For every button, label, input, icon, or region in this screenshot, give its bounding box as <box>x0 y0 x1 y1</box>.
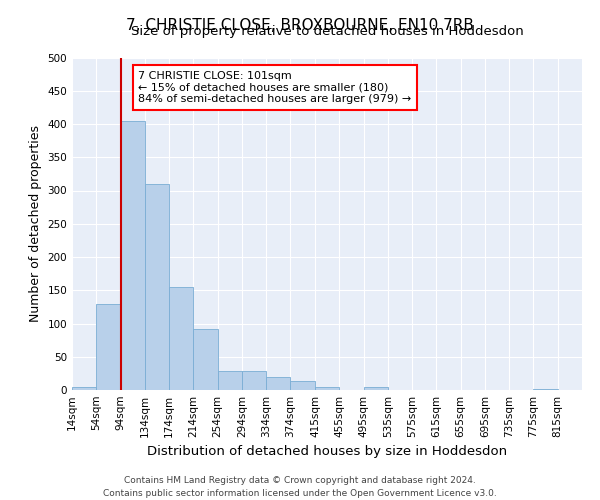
Bar <box>364 386 388 390</box>
Bar <box>290 382 314 390</box>
Bar <box>218 372 242 390</box>
Bar <box>266 376 290 390</box>
Bar <box>242 372 266 390</box>
Text: 7, CHRISTIE CLOSE, BROXBOURNE, EN10 7RB: 7, CHRISTIE CLOSE, BROXBOURNE, EN10 7RB <box>126 18 474 32</box>
Bar <box>121 120 145 390</box>
Bar <box>533 388 558 390</box>
Bar <box>315 386 340 390</box>
Text: Contains HM Land Registry data © Crown copyright and database right 2024.
Contai: Contains HM Land Registry data © Crown c… <box>103 476 497 498</box>
X-axis label: Distribution of detached houses by size in Hoddesdon: Distribution of detached houses by size … <box>147 446 507 458</box>
Bar <box>72 386 96 390</box>
Bar <box>145 184 169 390</box>
Y-axis label: Number of detached properties: Number of detached properties <box>29 125 42 322</box>
Bar <box>169 287 193 390</box>
Text: 7 CHRISTIE CLOSE: 101sqm
← 15% of detached houses are smaller (180)
84% of semi-: 7 CHRISTIE CLOSE: 101sqm ← 15% of detach… <box>139 71 412 104</box>
Title: Size of property relative to detached houses in Hoddesdon: Size of property relative to detached ho… <box>131 26 523 38</box>
Bar <box>193 329 218 390</box>
Bar <box>96 304 121 390</box>
